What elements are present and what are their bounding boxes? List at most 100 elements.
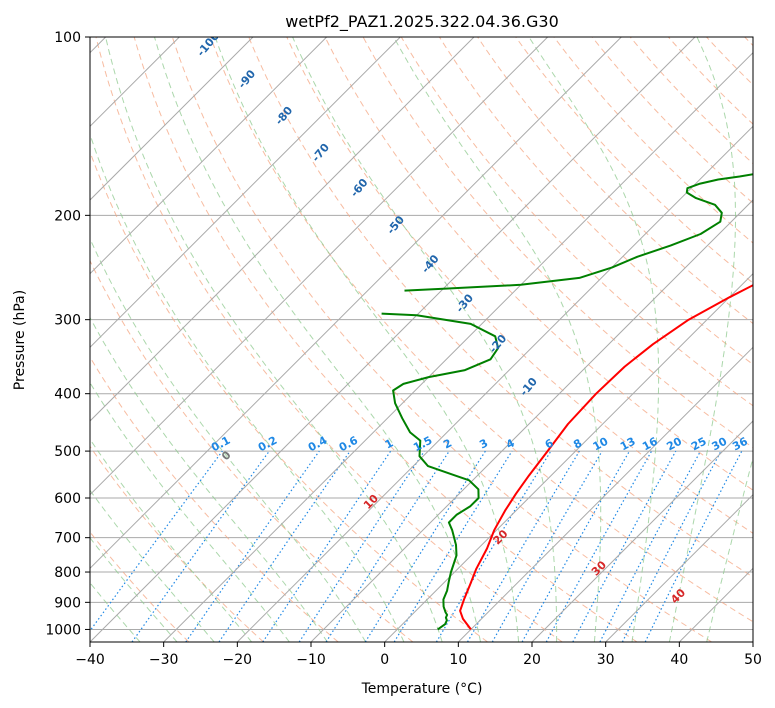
x-axis: −40 −30 −20 −10 0 10 20 30 40 50: [75, 642, 762, 668]
y-tick-label: 600: [54, 491, 81, 507]
dry-adiabat: [477, 37, 753, 325]
x-tick-label: −30: [149, 652, 179, 668]
isotherm: [384, 272, 753, 642]
isotherm: [752, 641, 753, 642]
mixing-ratio-label: 25: [689, 435, 709, 454]
profile-series: [381, 173, 753, 631]
moist-adiabats: [90, 37, 753, 642]
mixing-ratio-line: [521, 450, 631, 642]
moist-adiabat: [90, 132, 405, 642]
profile-line-0: [459, 284, 753, 631]
y-tick-label: 800: [54, 565, 81, 581]
isotherm: [605, 493, 753, 642]
plot-frame: [89, 36, 754, 643]
x-tick-label: −40: [75, 652, 105, 668]
y-tick-label: 400: [54, 387, 81, 403]
isotherm: [90, 37, 254, 201]
moist-adiabat: [90, 438, 253, 642]
y-tick-label: 700: [54, 531, 81, 547]
mixing-ratio-label: 20: [664, 435, 684, 454]
dry-adiabat: [591, 37, 753, 204]
moist-adiabat: [292, 37, 558, 642]
moist-adiabat: [706, 456, 753, 642]
y-tick-label: 500: [54, 444, 81, 460]
dry-adiabat: [324, 37, 753, 491]
isotherm: [90, 37, 328, 275]
mixing-ratio-label: 13: [618, 435, 638, 454]
dry-adiabat: [171, 37, 712, 642]
mixing-ratio-line: [131, 450, 270, 642]
moist-adiabat: [528, 37, 660, 642]
mixing-ratio-label: 36: [730, 435, 750, 454]
mixing-ratio-line: [218, 450, 351, 642]
plot-layer: -100-90-80-70-60-50-40-30-20-10 01020304…: [90, 37, 753, 642]
mixing-ratio-line: [325, 450, 450, 642]
isotherm: [531, 420, 753, 642]
mixing-ratio-label: 30: [710, 435, 730, 454]
moist-adiabat: [154, 37, 481, 642]
mixing-ratio-lines: [90, 450, 743, 642]
dry-adiabat: [400, 37, 753, 407]
mixing-ratio-line: [185, 450, 320, 642]
profile-line-1: [381, 312, 500, 631]
dry-adiabats: [90, 37, 753, 642]
x-tick-label: 10: [449, 652, 467, 668]
x-tick-label: −20: [223, 652, 253, 668]
mixing-ratio-line: [435, 450, 552, 642]
x-tick-label: 40: [670, 652, 688, 668]
moist-adiabat: [90, 582, 141, 642]
chart-title: wetPf2_PAZ1.2025.322.04.36.G30: [285, 12, 559, 32]
isotherm: [163, 51, 753, 642]
moist-adiabat: [90, 489, 215, 642]
plot-area: [90, 37, 753, 642]
y-tick-label: 900: [54, 595, 81, 611]
moist-adiabat: [668, 37, 736, 642]
x-axis-label: Temperature (°C): [361, 681, 483, 697]
mixing-ratio-label: 16: [640, 435, 660, 454]
x-tick-label: 30: [597, 652, 615, 668]
isotherm: [90, 37, 549, 496]
isotherm: [90, 37, 401, 349]
isotherm: [310, 199, 753, 642]
mixing-ratio-line: [572, 450, 677, 642]
x-tick-label: −10: [296, 652, 326, 668]
x-tick-label: 20: [523, 652, 541, 668]
y-axis: 100 200 300 400 500 600 700 800 900 1000: [45, 30, 90, 638]
isotherm: [90, 37, 696, 642]
isotherm: [236, 125, 753, 642]
dry-adiabat: [210, 37, 753, 623]
dry-adiabat: [90, 259, 414, 642]
isotherm: [90, 37, 475, 422]
isotherms: [90, 37, 753, 642]
y-axis-label: Pressure (hPa): [12, 290, 28, 390]
y-tick-label: 100: [54, 30, 81, 46]
x-tick-label: 50: [744, 652, 762, 668]
dry-adiabat: [90, 445, 264, 642]
dry-adiabat: [248, 37, 753, 578]
dry-adiabat: [133, 37, 638, 642]
isotherm: [90, 37, 622, 570]
mixing-ratio-line: [90, 450, 223, 632]
y-tick-label: 200: [54, 208, 81, 224]
dry-adiabat: [515, 37, 753, 284]
moist-adiabat: [90, 381, 290, 642]
mixing-ratio-line: [491, 450, 603, 642]
isotherm: [457, 346, 753, 642]
profile-line-2: [404, 173, 753, 292]
moist-adiabat: [393, 37, 602, 642]
moist-adiabat: [90, 536, 178, 642]
dry-adiabat: [629, 37, 753, 165]
pressure-gridlines: [90, 37, 753, 630]
x-tick-label: 0: [380, 652, 389, 668]
y-tick-label: 1000: [45, 622, 81, 638]
mixing-ratio-line: [393, 450, 513, 642]
y-tick-label: 300: [54, 313, 81, 329]
mixing-ratio-label: 10: [591, 435, 611, 454]
moist-adiabat: [214, 37, 520, 642]
moist-adiabat: [90, 237, 367, 642]
moist-adiabat: [90, 316, 328, 642]
mixing-ratio-line: [364, 450, 486, 642]
dry-adiabat: [95, 37, 563, 642]
mixing-ratio-line: [466, 450, 580, 642]
